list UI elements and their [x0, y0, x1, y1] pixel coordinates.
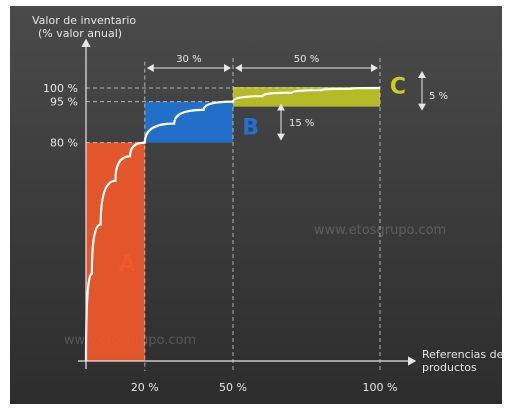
span-15-label: 15 %	[289, 118, 314, 129]
x-tick-20: 20 %	[131, 381, 159, 394]
x-axis-title-line-2: productos	[422, 361, 477, 374]
class-b-bar	[144, 101, 233, 143]
class-c-label: C	[390, 74, 406, 99]
y-axis-title-line-1: Valor de inventario	[32, 14, 136, 27]
dimension-arrows	[146, 64, 426, 141]
x-axis-title-line-1: Referencias de	[422, 348, 502, 361]
span-30-label: 30 %	[176, 54, 201, 65]
span-5-label: 5 %	[429, 91, 448, 102]
y-tick-95: 95 %	[50, 96, 78, 109]
y-tick-80: 80 %	[50, 137, 78, 150]
guide-lines	[86, 58, 381, 371]
y-axis-title-line-2: (% valor anual)	[38, 27, 122, 40]
class-b-label: B	[242, 115, 259, 140]
x-tick-100: 100 %	[363, 381, 398, 394]
span-50-label: 50 %	[294, 54, 319, 65]
abc-inventory-chart: www.etosgrupo.com www.etosgrupo.com Valo…	[10, 6, 502, 404]
class-c-bar	[233, 87, 380, 107]
watermark-1: www.etosgrupo.com	[314, 223, 446, 238]
y-tick-100: 100 %	[43, 82, 78, 95]
class-a-label: A	[119, 252, 136, 277]
cumulative-value-curve	[84, 86, 381, 362]
x-tick-50: 50 %	[219, 381, 247, 394]
